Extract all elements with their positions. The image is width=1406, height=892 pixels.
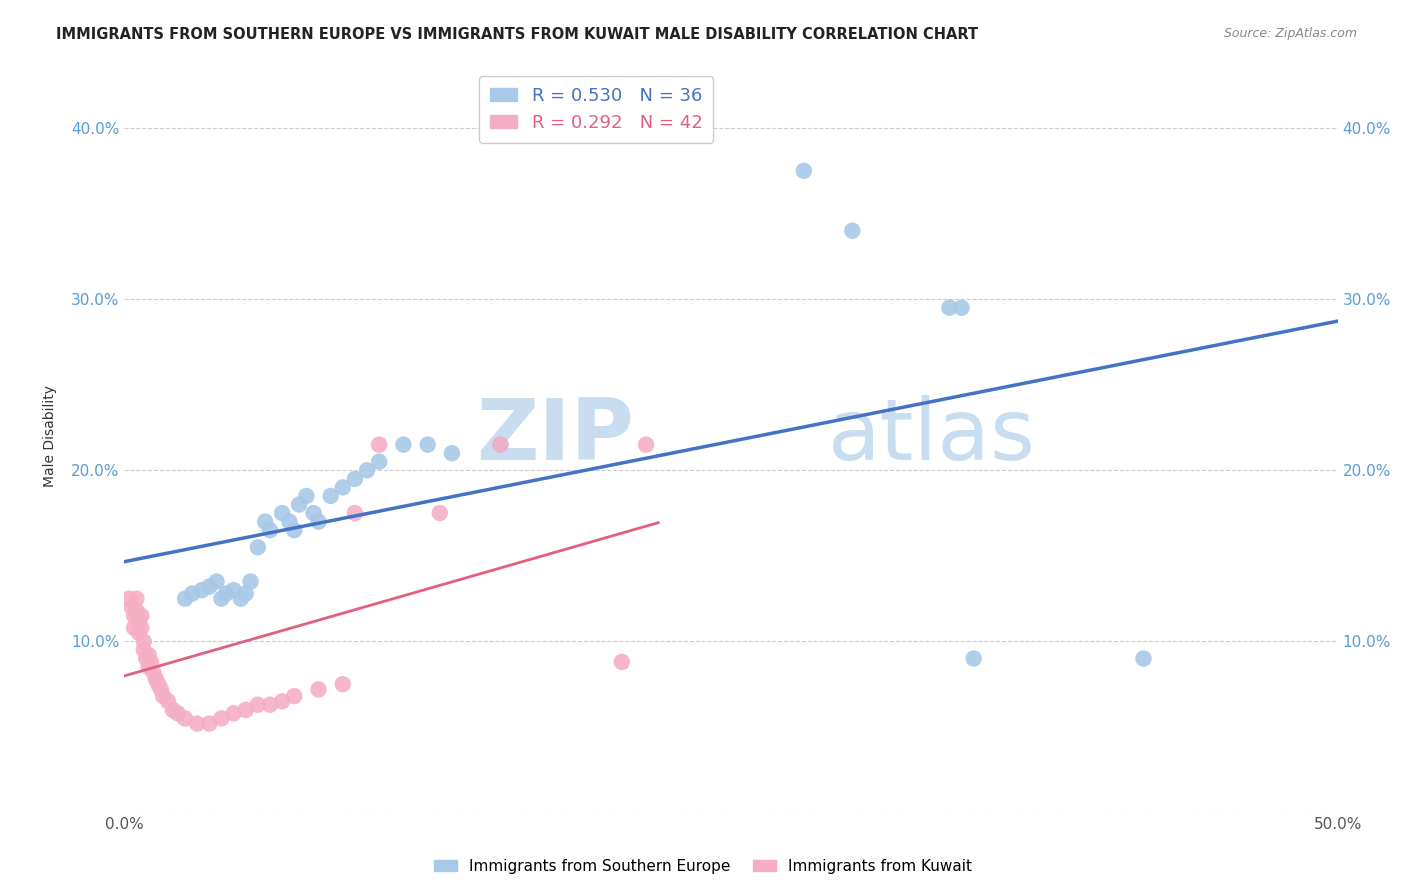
Point — [125, 604, 148, 618]
Point — [332, 677, 354, 691]
Point — [356, 463, 378, 477]
Point — [148, 677, 170, 691]
Point — [135, 651, 157, 665]
Point — [295, 489, 318, 503]
Point — [138, 660, 160, 674]
Point — [254, 515, 277, 529]
Point — [841, 224, 863, 238]
Point — [308, 682, 330, 697]
Point — [429, 506, 451, 520]
Point — [271, 506, 294, 520]
Point — [209, 711, 232, 725]
Point — [222, 583, 245, 598]
Point — [229, 591, 252, 606]
Point — [132, 643, 155, 657]
Point — [235, 586, 257, 600]
Point — [198, 716, 221, 731]
Point — [235, 703, 257, 717]
Point — [181, 586, 204, 600]
Point — [302, 506, 325, 520]
Point — [149, 682, 172, 697]
Point — [1132, 651, 1154, 665]
Point — [174, 591, 197, 606]
Legend: R = 0.530   N = 36, R = 0.292   N = 42: R = 0.530 N = 36, R = 0.292 N = 42 — [479, 76, 713, 143]
Point — [157, 694, 180, 708]
Point — [636, 437, 658, 451]
Point — [209, 591, 232, 606]
Point — [392, 437, 415, 451]
Point — [121, 600, 143, 615]
Point — [122, 608, 145, 623]
Point — [205, 574, 228, 589]
Point — [162, 703, 184, 717]
Y-axis label: Male Disability: Male Disability — [44, 385, 58, 487]
Point — [489, 437, 512, 451]
Point — [246, 541, 269, 555]
Point — [332, 480, 354, 494]
Point — [131, 608, 153, 623]
Point — [131, 621, 153, 635]
Point — [222, 706, 245, 721]
Point — [139, 655, 162, 669]
Point — [416, 437, 439, 451]
Point — [152, 689, 174, 703]
Point — [128, 614, 150, 628]
Point — [132, 634, 155, 648]
Text: IMMIGRANTS FROM SOUTHERN EUROPE VS IMMIGRANTS FROM KUWAIT MALE DISABILITY CORREL: IMMIGRANTS FROM SOUTHERN EUROPE VS IMMIG… — [56, 27, 979, 42]
Point — [174, 711, 197, 725]
Point — [368, 437, 391, 451]
Point — [288, 498, 311, 512]
Text: atlas: atlas — [828, 394, 1036, 477]
Point — [142, 665, 165, 680]
Point — [793, 164, 815, 178]
Point — [950, 301, 973, 315]
Point — [319, 489, 342, 503]
Point — [145, 672, 167, 686]
Point — [440, 446, 463, 460]
Point — [343, 472, 366, 486]
Point — [128, 625, 150, 640]
Point — [166, 706, 188, 721]
Point — [138, 648, 160, 662]
Point — [489, 437, 512, 451]
Point — [198, 580, 221, 594]
Point — [610, 655, 633, 669]
Point — [191, 583, 214, 598]
Point — [118, 591, 141, 606]
Point — [122, 621, 145, 635]
Legend: Immigrants from Southern Europe, Immigrants from Kuwait: Immigrants from Southern Europe, Immigra… — [427, 853, 979, 880]
Point — [283, 523, 305, 537]
Point — [343, 506, 366, 520]
Text: Source: ZipAtlas.com: Source: ZipAtlas.com — [1223, 27, 1357, 40]
Point — [239, 574, 262, 589]
Point — [271, 694, 294, 708]
Text: ZIP: ZIP — [477, 394, 634, 477]
Point — [246, 698, 269, 712]
Point — [259, 698, 281, 712]
Point — [125, 591, 148, 606]
Point — [938, 301, 960, 315]
Point — [259, 523, 281, 537]
Point — [368, 455, 391, 469]
Point — [186, 716, 208, 731]
Point — [283, 689, 305, 703]
Point — [278, 515, 301, 529]
Point — [308, 515, 330, 529]
Point — [215, 586, 238, 600]
Point — [963, 651, 986, 665]
